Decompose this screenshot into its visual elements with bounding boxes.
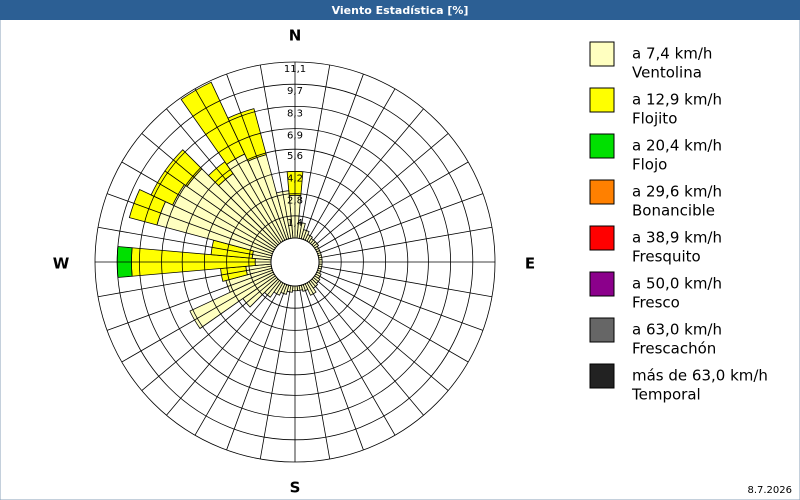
spoke [194, 88, 284, 242]
spoke [302, 284, 364, 451]
title-bar [0, 0, 800, 20]
spoke [259, 64, 292, 239]
r-tick-label: 6,9 [287, 131, 303, 142]
legend-label: a 63,0 km/h [632, 321, 722, 339]
spoke [318, 226, 493, 259]
legend-label: a 38,9 km/h [632, 229, 722, 247]
spoke [121, 161, 275, 251]
legend-swatch [589, 271, 615, 297]
legend-description: Fresco [632, 294, 680, 312]
legend-description: Flojo [632, 156, 667, 174]
legend-label: a 20,4 km/h [632, 137, 722, 155]
r-tick-label: 2,8 [287, 196, 303, 207]
spoke [298, 285, 331, 460]
legend-description: Flojito [632, 110, 677, 128]
spoke [141, 277, 277, 391]
legend-swatch [589, 317, 615, 343]
legend-description: Fresquito [632, 248, 701, 266]
r-tick-label: 8,3 [287, 108, 303, 119]
spoke [315, 161, 469, 251]
spoke [166, 280, 280, 416]
spoke [226, 73, 288, 240]
r-tick-label: 5,6 [287, 151, 303, 162]
spoke [306, 282, 396, 436]
r-tick-label: 1,4 [287, 218, 303, 229]
wedge [128, 189, 167, 226]
spoke [106, 269, 273, 331]
legend-label: a 7,4 km/h [632, 45, 712, 63]
spoke [310, 108, 424, 244]
legend-swatch [589, 179, 615, 205]
spoke [97, 265, 272, 298]
legend-description: Temporal [631, 386, 701, 404]
rose: 1,4 2,8 4,2 5,6 6,9 8,3 9,7 11,1 N E S W [53, 27, 535, 497]
r-tick-label: 4,2 [287, 173, 303, 184]
wedge [180, 81, 246, 165]
legend-label: más de 63,0 km/h [632, 367, 768, 385]
spoke [306, 88, 396, 242]
legend-description: Bonancible [632, 202, 715, 220]
r-tick-label: 9,7 [287, 86, 303, 97]
legend-swatch [589, 87, 615, 113]
compass-label: W [53, 255, 70, 273]
spoke [226, 284, 288, 451]
spoke [194, 282, 284, 436]
legend-description: Ventolina [632, 64, 702, 82]
compass-label: N [289, 27, 302, 45]
spoke [315, 273, 469, 363]
date: 8.7.2026 [747, 485, 792, 496]
spoke [141, 133, 277, 247]
spoke [313, 277, 449, 391]
legend-label: a 12,9 km/h [632, 91, 722, 109]
spoke [97, 226, 272, 259]
spoke [106, 193, 273, 255]
spoke [317, 269, 484, 331]
wedge [227, 108, 267, 162]
legend-label: a 50,0 km/h [632, 275, 722, 293]
spoke [259, 285, 292, 460]
r-tick-label: 11,1 [284, 64, 306, 75]
legend-label: a 29,6 km/h [632, 183, 722, 201]
compass-label: S [290, 479, 301, 497]
spoke [313, 133, 449, 247]
spoke [310, 280, 424, 416]
legend-description: Frescachón [632, 340, 716, 358]
spoke [302, 73, 364, 240]
legend-swatch [589, 41, 615, 67]
legend-swatch [589, 133, 615, 159]
chart-title: Viento Estadística [%] [332, 4, 469, 17]
spoke [166, 108, 280, 244]
legend-swatch [589, 225, 615, 251]
compass-label: E [525, 255, 535, 273]
spoke [121, 273, 275, 363]
legend-swatch [589, 363, 615, 389]
spoke [317, 193, 484, 255]
spoke [298, 64, 331, 239]
spoke [318, 265, 493, 298]
